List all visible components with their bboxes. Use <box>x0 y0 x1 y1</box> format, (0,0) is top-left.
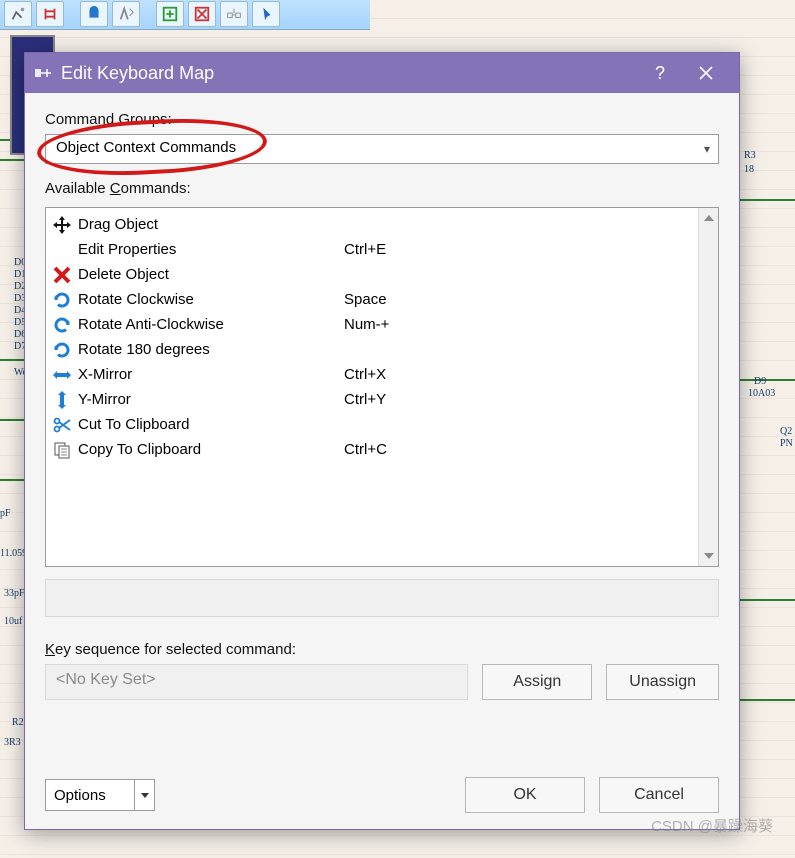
chevron-down-icon: ▾ <box>704 142 710 156</box>
command-row[interactable]: X-Mirror Ctrl+X <box>46 362 698 387</box>
command-shortcut: Ctrl+X <box>344 366 386 383</box>
bg-label: 3R3 <box>4 737 21 748</box>
toolbar-button[interactable] <box>156 1 184 27</box>
command-shortcut: Ctrl+Y <box>344 391 386 408</box>
bg-label: D9 <box>754 376 766 387</box>
delete-x-icon <box>52 265 72 285</box>
available-commands-list[interactable]: Drag Object Edit Properties Ctrl+E Delete O… <box>45 207 719 567</box>
command-row[interactable]: Rotate 180 degrees <box>46 337 698 362</box>
bg-label: R3 <box>744 150 756 161</box>
bg-label: R2 <box>12 717 24 728</box>
command-name: Y-Mirror <box>78 391 338 408</box>
edit-keyboard-map-dialog: Edit Keyboard Map ? Command Groups: Obje… <box>24 52 740 830</box>
command-row[interactable]: Cut To Clipboard <box>46 412 698 437</box>
help-button[interactable]: ? <box>637 53 683 93</box>
bg-label: 33pF <box>4 588 25 599</box>
toolbar-button[interactable] <box>252 1 280 27</box>
command-row[interactable]: Drag Object <box>46 212 698 237</box>
key-sequence-field[interactable]: <No Key Set> <box>45 664 468 700</box>
scissors-icon <box>52 415 72 435</box>
command-row[interactable]: Rotate Clockwise Space <box>46 287 698 312</box>
toolbar-button[interactable] <box>220 1 248 27</box>
rotate-acw-icon <box>52 315 72 335</box>
command-row[interactable]: Y-Mirror Ctrl+Y <box>46 387 698 412</box>
chevron-down-icon[interactable] <box>134 780 154 810</box>
key-sequence-label: Key sequence for selected command: <box>45 641 719 658</box>
toolbar-button[interactable] <box>112 1 140 27</box>
copy-icon <box>52 440 72 460</box>
command-groups-combo[interactable]: Object Context Commands ▾ <box>45 134 719 164</box>
command-row[interactable]: Rotate Anti-Clockwise Num-+ <box>46 312 698 337</box>
close-button[interactable] <box>683 53 729 93</box>
toolbar-button[interactable] <box>4 1 32 27</box>
dialog-title: Edit Keyboard Map <box>61 63 637 84</box>
command-shortcut: Num-+ <box>344 316 389 333</box>
command-name: Rotate Anti-Clockwise <box>78 316 338 333</box>
command-name: Copy To Clipboard <box>78 441 338 458</box>
bg-label: 10uf <box>4 616 23 627</box>
description-panel <box>45 579 719 617</box>
toolbar-button[interactable] <box>36 1 64 27</box>
bg-label: 10A03 <box>748 388 775 399</box>
scroll-up-button[interactable] <box>699 208 718 228</box>
command-name: Edit Properties <box>78 241 338 258</box>
combo-value: Object Context Commands <box>56 139 236 156</box>
bg-label: 18 <box>744 164 754 175</box>
command-groups-label: Command Groups: <box>45 111 719 128</box>
command-name: Rotate 180 degrees <box>78 341 338 358</box>
scrollbar[interactable] <box>698 208 718 566</box>
unassign-button[interactable]: Unassign <box>606 664 719 700</box>
rotate-cw-icon <box>52 340 72 360</box>
scroll-down-button[interactable] <box>699 546 718 566</box>
command-name: X-Mirror <box>78 366 338 383</box>
available-commands-label: Available Commands: <box>45 180 719 197</box>
command-shortcut: Ctrl+C <box>344 441 387 458</box>
titlebar: Edit Keyboard Map ? <box>25 53 739 93</box>
blank-icon <box>52 240 72 260</box>
options-button[interactable]: Options <box>45 779 155 811</box>
options-label: Options <box>46 787 134 804</box>
command-name: Drag Object <box>78 216 338 233</box>
move-icon <box>52 215 72 235</box>
command-name: Cut To Clipboard <box>78 416 338 433</box>
command-shortcut: Space <box>344 291 387 308</box>
command-row[interactable]: Delete Object <box>46 262 698 287</box>
toolbar-button[interactable] <box>80 1 108 27</box>
hmirror-icon <box>52 365 72 385</box>
ok-button[interactable]: OK <box>465 777 585 813</box>
assign-button[interactable]: Assign <box>482 664 592 700</box>
bg-label: PN <box>780 438 793 449</box>
command-row[interactable]: Copy To Clipboard Ctrl+C <box>46 437 698 462</box>
bg-label: pF <box>0 508 11 519</box>
toolbar-button[interactable] <box>188 1 216 27</box>
cancel-button[interactable]: Cancel <box>599 777 719 813</box>
background-toolbar <box>0 0 370 30</box>
bg-label: Q2 <box>780 426 792 437</box>
rotate-cw-icon <box>52 290 72 310</box>
command-row[interactable]: Edit Properties Ctrl+E <box>46 237 698 262</box>
command-shortcut: Ctrl+E <box>344 241 386 258</box>
command-name: Delete Object <box>78 266 338 283</box>
app-icon <box>33 63 53 83</box>
vmirror-icon <box>52 390 72 410</box>
command-name: Rotate Clockwise <box>78 291 338 308</box>
